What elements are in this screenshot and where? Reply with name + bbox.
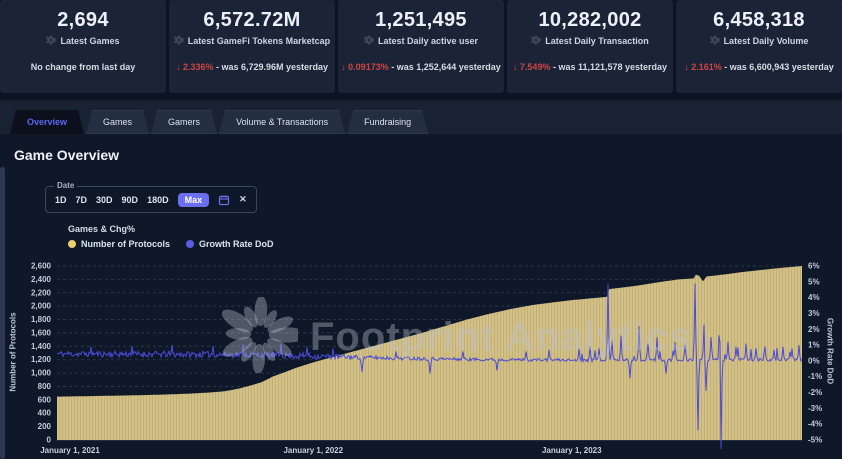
left-axis-tick: 2,200: [31, 288, 52, 297]
left-axis-tick: 0: [47, 436, 52, 445]
area-series-number-of-protocols: [57, 266, 802, 440]
flower-icon: [173, 34, 185, 46]
vertical-scrollbar[interactable]: [0, 167, 5, 459]
stat-card-3: 10,282,002 Latest Daily Transaction ↓ 7.…: [507, 0, 673, 93]
flower-icon: [363, 34, 376, 46]
right-axis-title: Growth Rate DoD: [825, 317, 835, 385]
date-option-90d[interactable]: 90D: [121, 194, 139, 205]
right-axis-tick: 0%: [808, 356, 820, 365]
stat-label: Latest Games: [0, 34, 166, 47]
legend-item-growth-rate-dod[interactable]: Growth Rate DoD: [186, 239, 274, 249]
line-series-growth-rate-dod: [56, 283, 803, 450]
date-option-180d[interactable]: 180D: [147, 194, 169, 205]
left-axis-tick: 400: [38, 409, 52, 418]
legend-dot: [186, 240, 195, 248]
flower-icon: [531, 34, 543, 47]
stat-change: ↓ 2.161% - was 6,600,943 yesterday: [684, 62, 834, 72]
date-option-max[interactable]: Max: [177, 192, 210, 207]
right-axis-tick: -5%: [808, 436, 822, 445]
stat-change: ↓ 2.336% - was 6,729.96M yesterday: [175, 62, 329, 72]
x-axis-tick: January 1, 2023: [542, 446, 602, 455]
left-axis-tick: 600: [38, 395, 52, 404]
date-filter-label: Date: [54, 181, 78, 190]
legend-dot: [68, 240, 76, 248]
tab-volume-transactions[interactable]: Volume & Transactions: [219, 110, 345, 134]
flower-icon: [531, 34, 543, 46]
left-axis-tick: 800: [38, 382, 52, 391]
x-axis-tick: January 1, 2021: [40, 446, 100, 455]
stat-value: 2,694: [57, 9, 109, 31]
stat-value: 6,572.72M: [203, 9, 301, 31]
date-filter: Date 1D 7D 30D 90D 180D Max ✕: [45, 181, 257, 213]
down-arrow-icon: ↓ 0.09173%: [341, 62, 389, 72]
left-axis-tick: 2,600: [31, 262, 52, 271]
flower-icon: [363, 34, 376, 47]
stat-card-1: 6,572.72M Latest GameFi Tokens Marketcap…: [169, 0, 335, 93]
left-axis-tick: 1,400: [31, 342, 52, 351]
x-axis-tick: January 1, 2022: [283, 446, 343, 455]
left-axis-tick: 1,000: [31, 369, 52, 378]
right-axis-tick: -4%: [808, 420, 822, 429]
right-axis-tick: 5%: [808, 277, 820, 286]
stat-label: Latest Daily Volume: [676, 34, 842, 47]
right-axis-tick: 4%: [808, 293, 820, 302]
tab-overview[interactable]: Overview: [10, 110, 84, 134]
stat-value: 1,251,495: [375, 9, 467, 31]
stat-card-2: 1,251,495 Latest Daily active user ↓ 0.0…: [338, 0, 504, 93]
left-axis-tick: 1,800: [31, 315, 52, 324]
stat-cards-row: 2,694 Latest Games No change from last da…: [0, 0, 842, 93]
page-title: Game Overview: [14, 147, 120, 163]
stat-label: Latest Daily Transaction: [507, 34, 673, 47]
date-option-1d[interactable]: 1D: [55, 194, 67, 205]
stat-card-4: 6,458,318 Latest Daily Volume ↓ 2.161% -…: [676, 0, 842, 93]
left-axis-tick: 200: [38, 422, 52, 431]
calendar-icon[interactable]: [218, 194, 230, 206]
right-axis-tick: 3%: [808, 309, 820, 318]
tab-games[interactable]: Games: [86, 110, 149, 134]
right-axis-tick: -3%: [808, 404, 822, 413]
chart-title: Games & Chg%: [68, 224, 136, 234]
right-axis-tick: -2%: [808, 388, 822, 397]
date-options-container: 1D 7D 30D 90D 180D Max: [55, 192, 210, 207]
flower-icon: [46, 34, 58, 47]
left-axis-tick: 2,400: [31, 275, 52, 284]
stat-value: 10,282,002: [538, 9, 642, 31]
down-arrow-icon: ↓ 2.336%: [175, 62, 214, 72]
stat-label: Latest GameFi Tokens Marketcap: [169, 34, 335, 47]
tab-bar: Overview Games Gamers Volume & Transactions…: [0, 100, 842, 134]
right-axis-tick: -1%: [808, 372, 822, 381]
left-axis-tick: 2,000: [31, 302, 52, 311]
left-axis-title: Number of Protocols: [8, 312, 18, 392]
stat-note: No change from last day: [30, 62, 136, 72]
right-axis-tick: 1%: [808, 341, 820, 350]
stat-value: 6,458,318: [713, 9, 805, 31]
flower-icon: [173, 34, 185, 47]
chart-legend: Number of Protocols Growth Rate DoD: [68, 239, 274, 249]
stat-change: ↓ 7.549% - was 11,121,578 yesterday: [512, 62, 668, 72]
left-axis-tick: 1,600: [31, 328, 52, 337]
stat-label: Latest Daily active user: [338, 34, 504, 47]
flower-icon: [709, 34, 721, 46]
left-axis-tick: 1,200: [31, 355, 52, 364]
flower-icon: [709, 34, 721, 47]
down-arrow-icon: ↓ 2.161%: [684, 62, 722, 72]
flower-icon: [46, 34, 58, 46]
date-option-7d[interactable]: 7D: [75, 194, 88, 205]
chart-canvas[interactable]: 0 200 400 600 800 1,000 1,200 1,400 1,600 1,800 2,…: [0, 252, 842, 459]
clear-filter-icon[interactable]: ✕: [239, 194, 247, 204]
date-option-30d[interactable]: 30D: [96, 194, 113, 205]
legend-item-number-of-protocols[interactable]: Number of Protocols: [68, 239, 170, 249]
tab-gamers[interactable]: Gamers: [151, 110, 217, 134]
stat-change: ↓ 0.09173% - was 1,252,644 yesterday: [341, 62, 501, 72]
stat-card-0: 2,694 Latest Games No change from last da…: [0, 0, 166, 93]
down-arrow-icon: ↓ 7.549%: [512, 62, 551, 72]
tab-fundraising[interactable]: Fundraising: [347, 110, 428, 134]
right-axis-tick: 6%: [808, 262, 820, 271]
right-axis-tick: 2%: [808, 325, 820, 334]
